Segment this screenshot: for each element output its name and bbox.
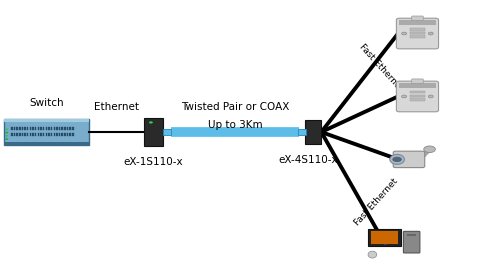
FancyBboxPatch shape: [69, 127, 71, 130]
FancyBboxPatch shape: [72, 127, 73, 130]
FancyBboxPatch shape: [51, 133, 52, 136]
FancyBboxPatch shape: [30, 127, 31, 130]
FancyBboxPatch shape: [410, 28, 425, 31]
FancyBboxPatch shape: [368, 229, 401, 246]
FancyBboxPatch shape: [48, 127, 50, 130]
FancyBboxPatch shape: [32, 133, 34, 136]
FancyBboxPatch shape: [11, 127, 13, 130]
FancyBboxPatch shape: [56, 133, 58, 136]
FancyBboxPatch shape: [410, 32, 425, 34]
FancyBboxPatch shape: [24, 133, 26, 136]
Circle shape: [5, 135, 8, 137]
Circle shape: [5, 132, 8, 133]
FancyBboxPatch shape: [64, 127, 66, 130]
Circle shape: [428, 32, 433, 35]
FancyBboxPatch shape: [27, 127, 29, 130]
FancyBboxPatch shape: [397, 18, 438, 49]
FancyBboxPatch shape: [399, 83, 435, 88]
Ellipse shape: [368, 251, 377, 258]
FancyBboxPatch shape: [59, 127, 60, 130]
FancyBboxPatch shape: [43, 127, 44, 130]
FancyBboxPatch shape: [46, 127, 47, 130]
FancyBboxPatch shape: [32, 127, 34, 130]
FancyBboxPatch shape: [35, 127, 36, 130]
Text: Switch: Switch: [30, 98, 64, 108]
FancyBboxPatch shape: [144, 118, 162, 146]
FancyBboxPatch shape: [69, 133, 71, 136]
FancyBboxPatch shape: [61, 127, 63, 130]
Ellipse shape: [390, 155, 404, 164]
FancyBboxPatch shape: [162, 129, 171, 135]
Text: eX-4S110-x: eX-4S110-x: [278, 155, 338, 165]
FancyBboxPatch shape: [371, 231, 398, 244]
FancyBboxPatch shape: [37, 127, 39, 130]
Text: Twisted Pair or COAX: Twisted Pair or COAX: [181, 101, 290, 111]
FancyBboxPatch shape: [46, 133, 47, 136]
FancyBboxPatch shape: [397, 81, 438, 112]
FancyBboxPatch shape: [40, 127, 42, 130]
FancyBboxPatch shape: [37, 133, 39, 136]
FancyBboxPatch shape: [53, 127, 55, 130]
FancyBboxPatch shape: [14, 133, 15, 136]
FancyBboxPatch shape: [67, 133, 68, 136]
FancyBboxPatch shape: [48, 133, 50, 136]
FancyBboxPatch shape: [17, 133, 18, 136]
FancyBboxPatch shape: [4, 142, 89, 145]
Text: Fast Ethernet: Fast Ethernet: [353, 177, 399, 227]
FancyBboxPatch shape: [19, 133, 20, 136]
FancyBboxPatch shape: [403, 231, 420, 253]
FancyBboxPatch shape: [399, 20, 435, 25]
FancyBboxPatch shape: [43, 133, 44, 136]
Text: Up to 3Km: Up to 3Km: [208, 120, 262, 130]
FancyBboxPatch shape: [393, 151, 425, 167]
FancyBboxPatch shape: [72, 133, 73, 136]
FancyBboxPatch shape: [51, 127, 52, 130]
Circle shape: [424, 146, 435, 153]
FancyBboxPatch shape: [19, 127, 20, 130]
FancyBboxPatch shape: [22, 127, 23, 130]
FancyBboxPatch shape: [35, 133, 36, 136]
FancyBboxPatch shape: [298, 129, 306, 135]
FancyBboxPatch shape: [407, 234, 417, 236]
FancyBboxPatch shape: [410, 98, 425, 101]
FancyBboxPatch shape: [412, 16, 423, 20]
FancyBboxPatch shape: [30, 133, 31, 136]
FancyBboxPatch shape: [410, 95, 425, 97]
Circle shape: [392, 157, 402, 162]
FancyBboxPatch shape: [67, 127, 68, 130]
FancyBboxPatch shape: [27, 133, 29, 136]
Circle shape: [402, 95, 407, 98]
Circle shape: [428, 95, 433, 98]
Circle shape: [5, 128, 8, 130]
Text: eX-1S110-x: eX-1S110-x: [123, 157, 183, 167]
Text: Ethernet: Ethernet: [94, 101, 139, 111]
FancyBboxPatch shape: [14, 127, 15, 130]
FancyBboxPatch shape: [61, 133, 63, 136]
FancyBboxPatch shape: [4, 119, 89, 145]
FancyBboxPatch shape: [11, 133, 13, 136]
FancyBboxPatch shape: [305, 120, 321, 144]
Text: Fast Ethernet: Fast Ethernet: [358, 42, 404, 93]
Circle shape: [5, 138, 8, 140]
FancyBboxPatch shape: [40, 133, 42, 136]
Circle shape: [402, 32, 407, 35]
FancyBboxPatch shape: [412, 79, 423, 83]
FancyBboxPatch shape: [410, 35, 425, 38]
FancyBboxPatch shape: [17, 127, 18, 130]
FancyBboxPatch shape: [24, 127, 26, 130]
FancyBboxPatch shape: [64, 133, 66, 136]
FancyBboxPatch shape: [53, 133, 55, 136]
Circle shape: [149, 121, 153, 123]
FancyBboxPatch shape: [56, 127, 58, 130]
FancyBboxPatch shape: [4, 119, 89, 122]
FancyBboxPatch shape: [59, 133, 60, 136]
FancyBboxPatch shape: [22, 133, 23, 136]
FancyBboxPatch shape: [410, 91, 425, 94]
